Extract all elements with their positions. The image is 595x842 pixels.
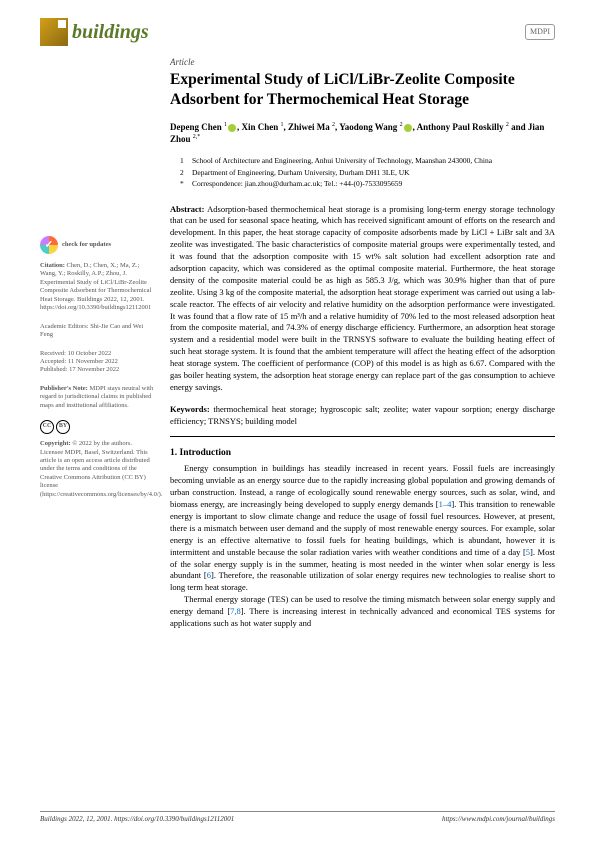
keywords-label: Keywords:: [170, 404, 210, 414]
cc-badge: CC BY: [40, 420, 155, 434]
copyright-label: Copyright:: [40, 440, 71, 447]
citation-link[interactable]: 5: [526, 547, 530, 557]
footer-left: Buildings 2022, 12, 2001. https://doi.or…: [40, 815, 234, 824]
cc-icon: CC: [40, 420, 54, 434]
affiliations: 1School of Architecture and Engineering,…: [170, 156, 555, 190]
by-icon: BY: [56, 420, 70, 434]
section-1-title: 1. Introduction: [170, 447, 555, 460]
keywords-text: thermochemical heat storage; hygroscopic…: [170, 404, 555, 426]
abstract-text: Adsorption-based thermochemical heat sto…: [170, 204, 555, 392]
sidebar: check for updates Citation: Chen, D.; Ch…: [40, 56, 155, 630]
citation-link[interactable]: 1–4: [439, 499, 452, 509]
affiliation-row: 1School of Architecture and Engineering,…: [180, 156, 555, 167]
mdpi-badge: MDPI: [525, 24, 555, 41]
journal-name: buildings: [72, 19, 149, 46]
check-updates-text: check for updates: [62, 241, 111, 248]
main-content: Article Experimental Study of LiCl/LiBr-…: [170, 56, 555, 630]
intro-para-2: Thermal energy storage (TES) can be used…: [170, 594, 555, 630]
pubnote-label: Publisher's Note:: [40, 385, 88, 392]
authors-line: Depeng Chen 1, Xin Chen 1, Zhiwei Ma 2, …: [170, 121, 555, 146]
abstract-block: Abstract: Adsorption-based thermochemica…: [170, 204, 555, 394]
orcid-icon: [404, 124, 412, 132]
editors-block: Academic Editors: Shi-Jie Cao and Wei Fe…: [40, 323, 155, 340]
abstract-label: Abstract:: [170, 204, 204, 214]
citation-link[interactable]: 6: [207, 570, 211, 580]
buildings-icon: [40, 18, 68, 46]
dates-block: Received: 10 October 2022 Accepted: 11 N…: [40, 350, 155, 375]
published-date: Published: 17 November 2022: [40, 366, 155, 374]
affiliation-row: 2Department of Engineering, Durham Unive…: [180, 168, 555, 179]
citation-link[interactable]: 7,8: [230, 606, 241, 616]
citation-label: Citation:: [40, 262, 65, 269]
journal-logo: buildings: [40, 18, 149, 46]
page-header: buildings MDPI: [0, 0, 595, 56]
intro-para-1: Energy consumption in buildings has stea…: [170, 463, 555, 594]
divider: [170, 436, 555, 437]
orcid-icon: [228, 124, 236, 132]
citation-text: Chen, D.; Chen, X.; Ma, Z.; Wang, Y.; Ro…: [40, 262, 151, 311]
article-title: Experimental Study of LiCl/LiBr-Zeolite …: [170, 70, 555, 109]
check-icon: [40, 236, 58, 254]
footer-right: https://www.mdpi.com/journal/buildings: [442, 815, 555, 824]
article-type: Article: [170, 56, 555, 68]
check-updates-badge[interactable]: check for updates: [40, 236, 155, 254]
page-footer: Buildings 2022, 12, 2001. https://doi.or…: [40, 811, 555, 824]
keywords-block: Keywords: thermochemical heat storage; h…: [170, 404, 555, 428]
citation-block: Citation: Chen, D.; Chen, X.; Ma, Z.; Wa…: [40, 262, 155, 313]
copyright-block: Copyright: © 2022 by the authors. Licens…: [40, 440, 155, 499]
editors-label: Academic Editors:: [40, 323, 89, 330]
received-date: Received: 10 October 2022: [40, 350, 155, 358]
affiliation-row: *Correspondence: jian.zhou@durham.ac.uk;…: [180, 179, 555, 190]
publisher-note-block: Publisher's Note: MDPI stays neutral wit…: [40, 385, 155, 410]
copyright-text: © 2022 by the authors. Licensee MDPI, Ba…: [40, 440, 162, 498]
accepted-date: Accepted: 11 November 2022: [40, 358, 155, 366]
